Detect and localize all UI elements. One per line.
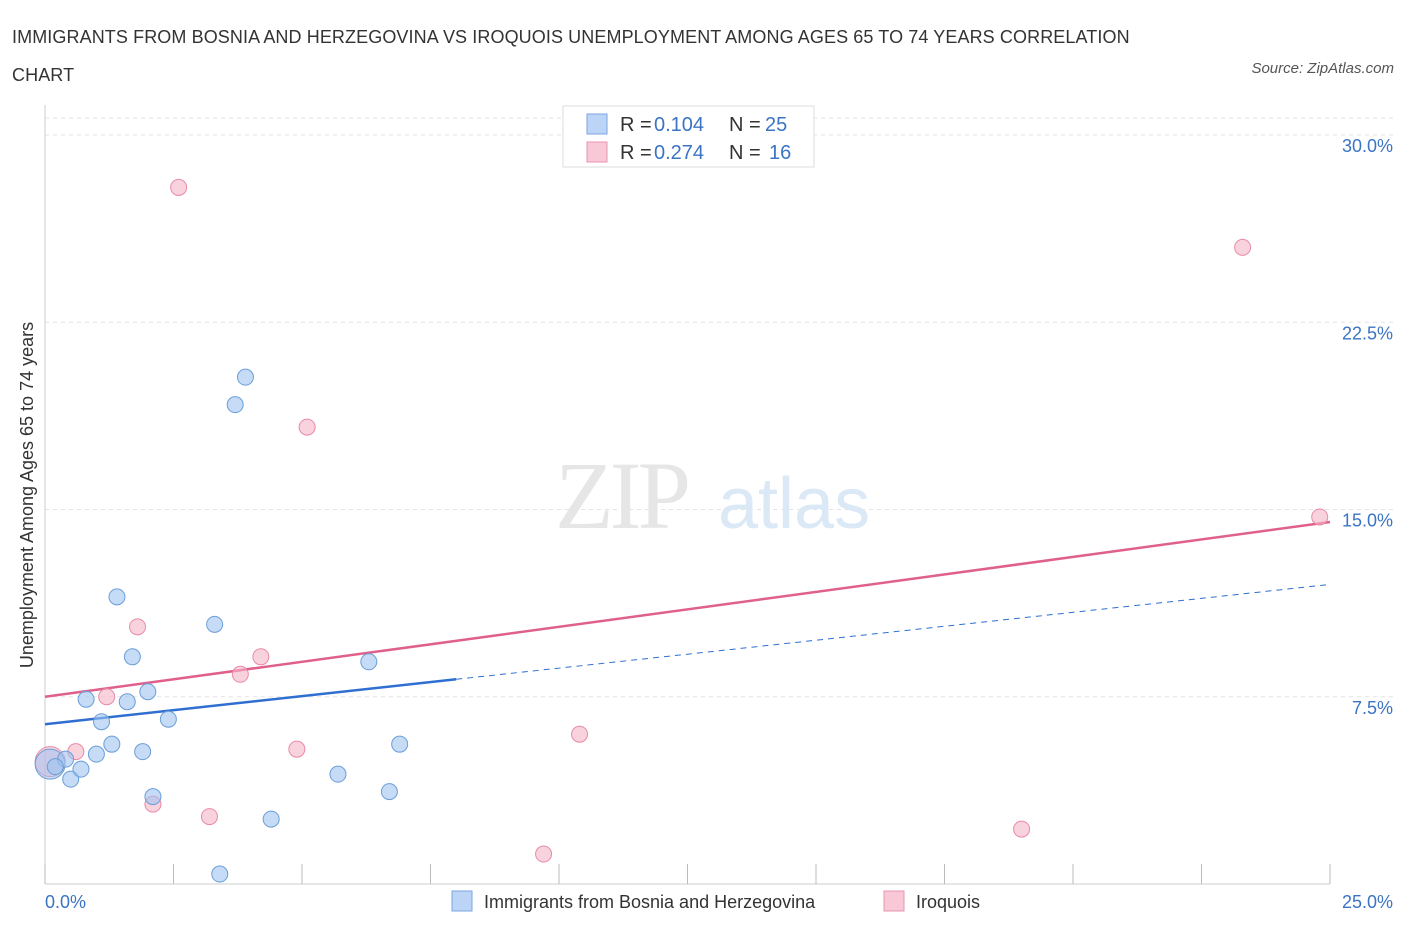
point-bosnia <box>118 693 136 711</box>
point-bosnia <box>46 758 64 776</box>
point-iroquois <box>535 845 553 863</box>
gridlines <box>45 117 1394 698</box>
watermark: ZIP atlas <box>555 442 870 549</box>
legend-r-value-bosnia: 0.104 <box>654 114 704 136</box>
trend-lines <box>44 520 1331 726</box>
y-tick-labels: 7.5% 15.0% 22.5% 30.0% <box>1342 136 1393 718</box>
point-iroquois <box>298 418 316 436</box>
y-tick-label: 7.5% <box>1352 698 1393 718</box>
point-iroquois <box>252 648 270 666</box>
bottom-legend: Immigrants from Bosnia and Herzegovina I… <box>451 890 980 912</box>
legend-n-label-bosnia: N = <box>729 114 761 136</box>
y-tick-label: 22.5% <box>1342 323 1393 343</box>
point-bosnia <box>226 396 244 414</box>
trend-line-bosnia <box>44 678 457 726</box>
legend-r-value-iroquois: 0.274 <box>654 142 704 164</box>
y-tick-label: 30.0% <box>1342 136 1393 156</box>
point-bosnia <box>108 588 126 606</box>
point-bosnia <box>87 745 105 763</box>
legend-swatch-iroquois <box>586 141 608 163</box>
legend-n-label-iroquois: N = <box>729 142 761 164</box>
point-bosnia <box>123 648 141 666</box>
y-axis-label: Unemployment Among Ages 65 to 74 years <box>17 322 37 668</box>
trend-line-iroquois <box>44 520 1331 698</box>
point-bosnia <box>144 788 162 806</box>
chart-title: IMMIGRANTS FROM BOSNIA AND HERZEGOVINA V… <box>12 27 1130 85</box>
point-bosnia <box>360 653 378 671</box>
legend-n-value-bosnia: 25 <box>765 114 787 136</box>
point-bosnia <box>159 710 177 728</box>
x-tick-label-min: 0.0% <box>45 892 86 912</box>
point-iroquois <box>129 618 147 636</box>
bottom-legend-label-iroquois: Iroquois <box>916 892 980 912</box>
bottom-legend-swatch-iroquois <box>883 890 905 912</box>
point-bosnia <box>93 713 111 731</box>
point-bosnia <box>77 690 95 708</box>
legend-r-label-bosnia: R = <box>620 114 652 136</box>
point-bosnia <box>391 735 409 753</box>
point-iroquois <box>200 808 218 826</box>
point-bosnia <box>380 783 398 801</box>
point-bosnia <box>211 865 229 883</box>
point-iroquois <box>1013 820 1031 838</box>
point-bosnia <box>62 770 80 788</box>
point-iroquois <box>288 740 306 758</box>
point-bosnia <box>329 765 347 783</box>
point-bosnia <box>134 743 152 761</box>
point-bosnia <box>236 368 254 386</box>
x-ticks <box>44 864 1331 884</box>
point-iroquois <box>98 688 116 706</box>
watermark-atlas: atlas <box>718 464 870 544</box>
x-tick-label-max: 25.0% <box>1342 892 1393 912</box>
point-iroquois <box>1311 508 1329 526</box>
legend-swatch-bosnia <box>586 113 608 135</box>
source-label: Source: ZipAtlas.com <box>1251 60 1394 77</box>
watermark-zip: ZIP <box>555 442 688 549</box>
point-iroquois <box>231 665 249 683</box>
point-iroquois <box>170 178 188 196</box>
legend: R = 0.104 N = 25 R = 0.274 N = 16 <box>562 105 815 168</box>
point-bosnia <box>139 683 157 701</box>
legend-n-value-iroquois: 16 <box>769 142 791 164</box>
legend-r-label-iroquois: R = <box>620 142 652 164</box>
point-bosnia <box>206 615 224 633</box>
data-points <box>34 178 1329 883</box>
point-bosnia <box>72 760 90 778</box>
bottom-legend-label-bosnia: Immigrants from Bosnia and Herzegovina <box>484 892 816 912</box>
trend-line-bosnia-extrapolated <box>456 583 1331 680</box>
bottom-legend-swatch-bosnia <box>451 890 473 912</box>
point-bosnia <box>262 810 280 828</box>
y-tick-label: 15.0% <box>1342 511 1393 531</box>
point-iroquois <box>571 725 589 743</box>
point-iroquois <box>1234 238 1252 256</box>
point-bosnia <box>103 735 121 753</box>
